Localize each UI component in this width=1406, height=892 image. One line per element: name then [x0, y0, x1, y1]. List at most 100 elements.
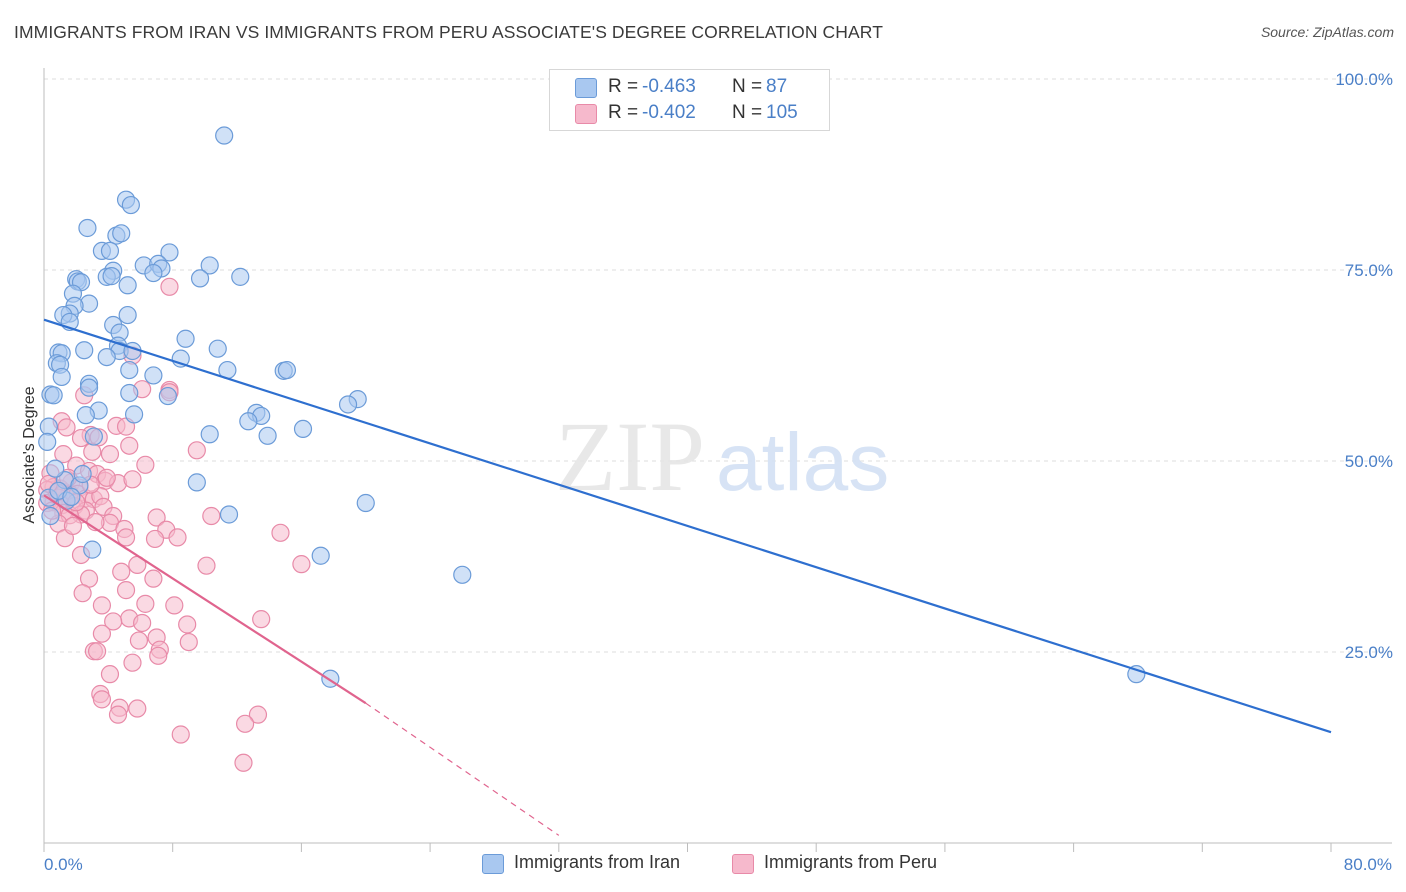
- peru-point: [123, 653, 142, 672]
- iran-point: [75, 341, 94, 360]
- iran-point: [356, 493, 375, 513]
- peru-point: [104, 612, 123, 631]
- iran-point: [38, 432, 57, 451]
- peru-point: [87, 642, 107, 661]
- iran-point: [144, 263, 163, 283]
- peru-trend-extension: [365, 702, 560, 836]
- r-label: R =: [608, 102, 639, 123]
- iran-point: [83, 540, 102, 559]
- iran-point: [200, 425, 219, 444]
- peru-point: [108, 705, 128, 724]
- peru-point: [97, 468, 116, 487]
- peru-trend-line: [43, 494, 367, 705]
- iran-trend-line: [43, 318, 1332, 734]
- iran-point: [41, 506, 60, 526]
- peru-point: [83, 442, 102, 461]
- peru-point: [168, 528, 187, 547]
- peru-point: [100, 445, 120, 464]
- peru-point: [234, 753, 253, 772]
- trend-lines: [43, 318, 1332, 836]
- iran-point: [84, 427, 103, 446]
- iran-point: [160, 243, 179, 262]
- peru-point: [133, 613, 152, 633]
- y-tick-label: 100.0%: [1335, 70, 1393, 89]
- iran-point: [1127, 665, 1146, 684]
- peru-point: [136, 455, 155, 474]
- iran-point: [120, 383, 139, 403]
- peru-point: [63, 516, 83, 536]
- stats-row-iran: R = -0.463 N = 87: [550, 75, 829, 101]
- iran-point: [144, 366, 163, 385]
- iran-point: [453, 565, 472, 584]
- iran-point: [78, 218, 97, 238]
- peru-point: [292, 555, 311, 574]
- n-value: 105: [766, 102, 798, 123]
- peru-point: [54, 445, 73, 464]
- iran-point: [208, 339, 227, 358]
- watermark: ZIP atlas: [555, 401, 889, 512]
- peru-point: [145, 529, 165, 549]
- iran-point: [338, 395, 358, 414]
- iran-point: [97, 347, 116, 367]
- iran-point: [100, 241, 120, 260]
- iran-swatch: [482, 854, 504, 874]
- y-axis-title: Associate's Degree: [21, 386, 38, 523]
- chart-title: IMMIGRANTS FROM IRAN VS IMMIGRANTS FROM …: [14, 22, 884, 42]
- iran-point: [52, 367, 71, 387]
- iran-point: [239, 412, 258, 431]
- iran-point: [200, 256, 219, 275]
- peru-point: [147, 508, 166, 527]
- peru-point: [73, 584, 92, 603]
- iran-point: [73, 464, 92, 484]
- iran-point: [219, 505, 239, 524]
- peru-point: [202, 506, 221, 526]
- y-tick-label: 25.0%: [1345, 643, 1393, 662]
- watermark-atlas: atlas: [716, 417, 889, 508]
- peru-point: [178, 615, 197, 634]
- n-label: N =: [732, 76, 763, 97]
- peru-swatch: [732, 854, 754, 874]
- iran-point: [190, 269, 210, 288]
- peru-point: [197, 556, 216, 575]
- x-tick-label: 0.0%: [44, 855, 83, 874]
- peru-point: [100, 665, 120, 684]
- peru-point: [92, 624, 112, 643]
- peru-point: [149, 646, 168, 665]
- iran-point: [44, 386, 63, 405]
- iran-points: [38, 126, 1146, 688]
- legend-label: Immigrants from Iran: [514, 852, 681, 872]
- iran-point: [215, 126, 234, 145]
- iran-point: [121, 195, 140, 215]
- peru-point: [116, 581, 136, 600]
- watermark-zip: ZIP: [555, 401, 705, 512]
- peru-point: [165, 596, 184, 615]
- iran-point: [277, 360, 297, 380]
- iran-point: [311, 546, 330, 565]
- iran-point: [46, 459, 65, 478]
- r-value: -0.463: [642, 76, 696, 97]
- n-value: 87: [766, 76, 788, 97]
- iran-point: [62, 487, 81, 507]
- peru-point: [171, 725, 190, 744]
- source-label: Source: ZipAtlas.com: [1260, 24, 1394, 40]
- y-tick-label: 50.0%: [1345, 452, 1393, 471]
- peru-point: [136, 594, 155, 613]
- peru-point: [248, 705, 268, 724]
- peru-point: [112, 562, 131, 581]
- peru-swatch: [575, 104, 597, 124]
- peru-point: [123, 470, 142, 489]
- legend-label: Immigrants from Peru: [764, 852, 938, 872]
- peru-point: [92, 690, 112, 709]
- peru-point: [187, 441, 206, 460]
- peru-point: [179, 632, 198, 652]
- iran-point: [79, 378, 99, 397]
- r-value: -0.402: [642, 102, 696, 123]
- peru-point: [252, 610, 271, 629]
- iran-point: [187, 473, 206, 492]
- n-label: N =: [732, 102, 763, 123]
- iran-point: [118, 276, 137, 295]
- peru-point: [271, 523, 290, 542]
- peru-point: [116, 528, 136, 547]
- iran-point: [120, 360, 139, 380]
